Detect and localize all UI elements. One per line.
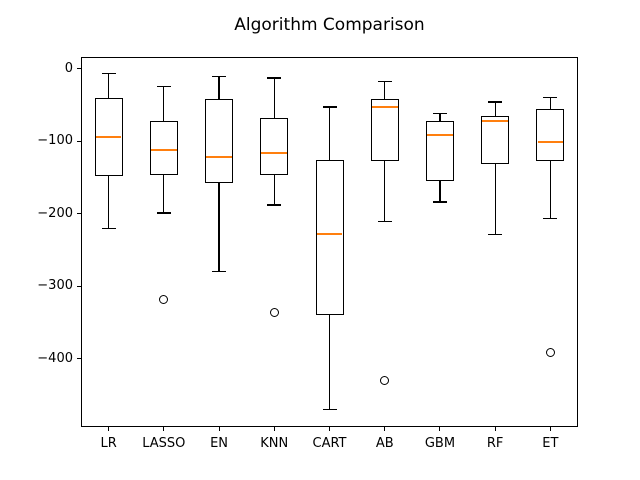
x-tick-label-gbm: GBM — [424, 436, 456, 451]
whisker-cap-upper-en — [212, 75, 227, 78]
chart-title: Algorithm Comparison — [234, 15, 425, 35]
whisker-lower-lasso — [163, 174, 165, 213]
whisker-lower-lr — [108, 175, 110, 229]
y-tick-label: −300 — [37, 278, 73, 294]
median-lasso — [151, 148, 177, 151]
whisker-lower-knn — [273, 174, 275, 205]
y-tick-label: 0 — [64, 60, 73, 76]
whisker-upper-lasso — [163, 86, 165, 121]
whisker-cap-lower-gbm — [432, 201, 447, 203]
outlier-ab — [380, 375, 390, 385]
box-lasso — [149, 120, 178, 175]
x-tick-mark — [218, 427, 220, 431]
median-ab — [371, 106, 398, 109]
y-tick-mark — [77, 213, 81, 215]
whisker-cap-upper-cart — [322, 106, 337, 108]
x-tick-mark — [163, 427, 165, 431]
box-knn — [260, 117, 289, 175]
outlier-et — [545, 348, 555, 358]
y-tick-mark — [77, 285, 81, 287]
x-tick-label-ab: AB — [375, 436, 394, 451]
whisker-lower-ab — [384, 160, 386, 222]
x-tick-label-knn: KNN — [260, 436, 289, 451]
whisker-upper-knn — [273, 78, 275, 118]
whisker-upper-cart — [328, 107, 331, 160]
whisker-cap-upper-gbm — [432, 112, 447, 115]
whisker-cap-upper-lasso — [156, 86, 171, 88]
x-tick-label-et: ET — [542, 436, 559, 451]
median-lr — [95, 135, 122, 138]
box-cart — [315, 160, 344, 315]
whisker-cap-upper-knn — [267, 77, 282, 79]
x-tick-mark — [494, 427, 496, 431]
y-tick-mark — [77, 358, 81, 360]
whisker-upper-gbm — [439, 113, 441, 121]
outlier-lasso — [159, 294, 169, 304]
x-tick-label-cart: CART — [312, 436, 347, 451]
median-en — [206, 156, 232, 159]
whisker-cap-upper-lr — [101, 73, 116, 75]
y-tick-label: −100 — [37, 133, 73, 149]
whisker-upper-ab — [384, 81, 386, 100]
median-cart — [316, 233, 343, 236]
whisker-cap-upper-ab — [377, 81, 392, 83]
y-tick-label: −200 — [37, 205, 73, 221]
whisker-cap-lower-rf — [488, 234, 503, 236]
whisker-upper-rf — [494, 101, 496, 116]
x-tick-mark — [273, 427, 275, 431]
x-tick-label-lasso: LASSO — [142, 436, 186, 451]
whisker-lower-rf — [494, 163, 496, 235]
whisker-cap-lower-en — [212, 271, 227, 273]
x-tick-mark — [439, 427, 441, 431]
box-rf — [481, 115, 510, 164]
y-tick-label: −400 — [37, 350, 73, 366]
whisker-lower-et — [549, 160, 551, 219]
whisker-cap-upper-et — [543, 97, 558, 99]
box-en — [205, 99, 234, 183]
whisker-lower-en — [218, 182, 220, 272]
box-et — [536, 108, 565, 161]
whisker-cap-lower-knn — [267, 204, 282, 206]
median-et — [537, 140, 564, 143]
y-tick-mark — [77, 68, 81, 70]
whisker-cap-lower-ab — [377, 221, 392, 223]
y-tick-mark — [77, 140, 81, 142]
whisker-cap-lower-cart — [322, 408, 337, 411]
box-gbm — [425, 120, 454, 182]
whisker-upper-lr — [108, 73, 110, 98]
whisker-lower-gbm — [439, 181, 441, 203]
x-tick-label-lr: LR — [100, 436, 117, 451]
whisker-lower-cart — [328, 314, 331, 410]
outlier-knn — [269, 307, 279, 317]
box-lr — [94, 97, 123, 176]
x-tick-label-rf: RF — [486, 436, 504, 451]
median-gbm — [427, 133, 453, 136]
box-ab — [370, 99, 399, 161]
whisker-upper-et — [549, 97, 551, 109]
whisker-cap-upper-rf — [488, 101, 503, 103]
whisker-cap-lower-et — [543, 218, 558, 220]
whisker-cap-lower-lr — [101, 227, 116, 229]
x-tick-mark — [329, 427, 330, 431]
x-tick-mark — [108, 427, 110, 431]
x-tick-mark — [549, 427, 551, 431]
median-knn — [261, 151, 288, 154]
whisker-cap-lower-lasso — [156, 212, 171, 214]
x-tick-label-en: EN — [210, 436, 229, 451]
whisker-upper-en — [218, 76, 220, 100]
median-rf — [482, 119, 508, 122]
x-tick-mark — [384, 427, 386, 431]
